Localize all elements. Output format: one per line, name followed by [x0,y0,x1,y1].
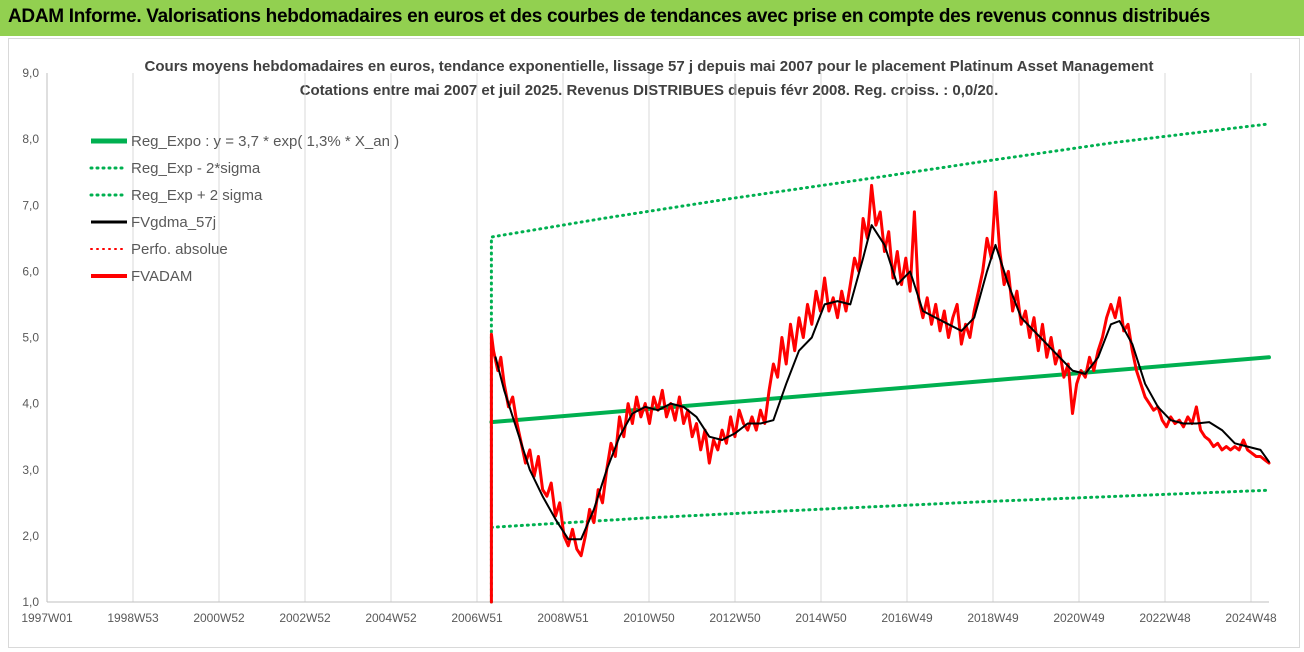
x-tick-label: 2020W49 [1053,611,1105,625]
axes: 1997W01 1998W53 2000W52 2002W52 2004W52 2006W… [21,66,1277,625]
legend-label: Perfo. absolue [131,241,228,258]
x-tick-label: 1998W53 [107,611,159,625]
fvgdma-57j-line [494,224,1270,541]
legend-label: Reg_Expo : y = 3,7 * exp( 1,3% * X_an ) [131,133,399,150]
report-title: ADAM Informe. Valorisations hebdomadaire… [8,6,1210,27]
reg-exp-plus-2sigma-line [489,122,1271,604]
grid-lines [46,73,1252,602]
x-tick-label: 2002W52 [279,611,331,625]
legend-label: FVgdma_57j [131,214,216,231]
reg-expo-line [489,355,1271,425]
legend: Reg_Expo : y = 3,7 * exp( 1,3% * X_an ) R… [89,133,399,285]
y-tick-label: 8,0 [22,132,39,146]
report-banner: ADAM Informe. Valorisations hebdomadaire… [0,0,1304,36]
legend-label: FVADAM [131,268,192,285]
y-tick-label: 9,0 [22,66,39,80]
y-tick-label: 2,0 [22,529,39,543]
x-tick-label: 2014W50 [795,611,847,625]
y-tick-label: 5,0 [22,331,39,345]
x-tick-label: 2000W52 [193,611,245,625]
x-tick-label: 2006W51 [451,611,503,625]
chart-area: Cours moyens hebdomadaires en euros, ten… [8,38,1300,648]
x-tick-label: 2022W48 [1139,611,1191,625]
x-tick-label: 2008W51 [537,611,589,625]
x-tick-label: 2024W48 [1225,611,1277,625]
y-tick-label: 7,0 [22,198,39,212]
legend-label: Reg_Exp - 2*sigma [131,160,261,177]
x-tick-label: 2018W49 [967,611,1019,625]
x-tick-label: 1997W01 [21,611,73,625]
series-group [489,122,1271,604]
line-chart: Cours moyens hebdomadaires en euros, ten… [21,58,1277,625]
x-tick-label: 2004W52 [365,611,417,625]
x-tick-label: 2012W50 [709,611,761,625]
y-tick-label: 6,0 [22,264,39,278]
reg-exp-minus-2sigma-line [489,488,1271,529]
legend-label: Reg_Exp + 2 sigma [131,187,263,204]
x-tick-label: 2016W49 [881,611,933,625]
y-tick-label: 3,0 [22,463,39,477]
chart-title-line1: Cours moyens hebdomadaires en euros, ten… [145,58,1154,75]
y-tick-label: 4,0 [22,397,39,411]
y-tick-label: 1,0 [22,595,39,609]
fvadam-line [489,183,1271,604]
x-tick-label: 2010W50 [623,611,675,625]
